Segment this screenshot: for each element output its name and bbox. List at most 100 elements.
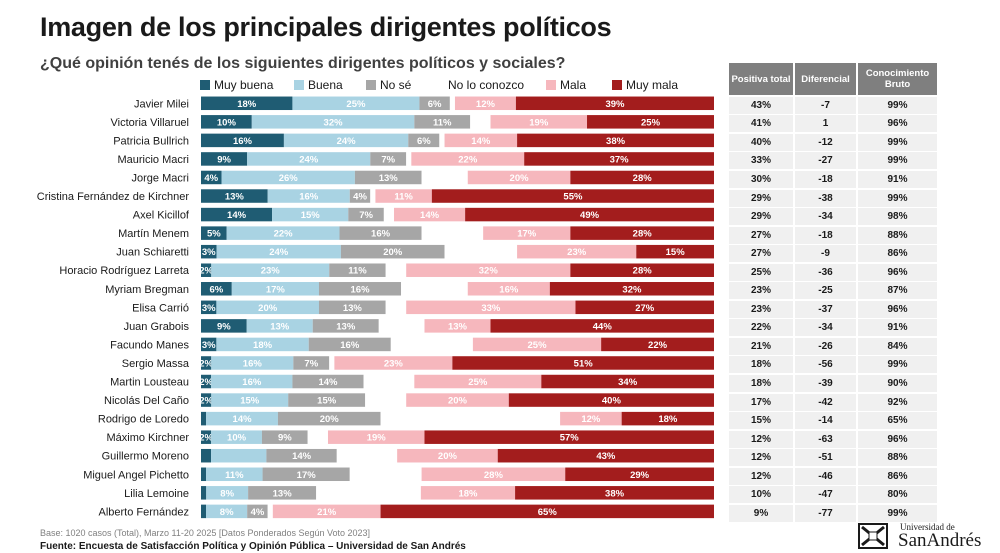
table-cell-diferencial: -25 bbox=[795, 282, 856, 300]
table-cell-diferencial: -26 bbox=[795, 337, 856, 355]
table-cell-diferencial: -9 bbox=[795, 245, 856, 263]
bar-segment-no-lo-conozco bbox=[406, 152, 412, 166]
data-label: 13% bbox=[273, 488, 293, 499]
data-label: 17% bbox=[266, 284, 286, 295]
bar-segment-no-se bbox=[308, 337, 391, 352]
data-label: 17% bbox=[517, 229, 537, 240]
data-label: 15% bbox=[301, 210, 321, 221]
category-label: Jorge Macri bbox=[132, 172, 189, 184]
data-label: 3% bbox=[202, 247, 216, 258]
bar-segment-mala bbox=[517, 244, 637, 259]
data-label: 16% bbox=[299, 192, 319, 203]
bar-segment-muy-buena bbox=[201, 282, 232, 296]
data-label: 7% bbox=[359, 210, 373, 221]
bar-segment-mala bbox=[420, 486, 516, 500]
category-label: Javier Milei bbox=[134, 98, 189, 110]
data-label: 4% bbox=[353, 192, 367, 203]
table-cell-diferencial: -46 bbox=[795, 467, 856, 485]
data-label: 38% bbox=[606, 136, 626, 147]
data-label: 20% bbox=[258, 303, 278, 314]
data-label: 25% bbox=[641, 117, 661, 128]
table-cell-conocimiento-bruto: 84% bbox=[858, 337, 937, 355]
bar-segment-buena bbox=[211, 393, 289, 407]
table-cell-diferencial: -42 bbox=[795, 393, 856, 411]
table-cell-positiva-total: 12% bbox=[729, 430, 793, 448]
bar-segment-no-lo-conozco bbox=[378, 319, 425, 333]
table-cell-diferencial: -27 bbox=[795, 152, 856, 170]
bar-segment-no-lo-conozco bbox=[385, 263, 407, 277]
data-label: 10% bbox=[217, 117, 237, 128]
data-label: 32% bbox=[479, 266, 499, 277]
footer-base-note: Base: 1020 casos (Total), Marzo 11-20 20… bbox=[40, 528, 371, 538]
data-label: 19% bbox=[529, 117, 549, 128]
chart-subtitle: ¿Qué opinión tenés de los siguientes dir… bbox=[40, 55, 566, 72]
bar-segment-muy-buena bbox=[201, 319, 247, 333]
table-cell-positiva-total: 21% bbox=[729, 337, 793, 355]
table-cell-diferencial: -39 bbox=[795, 375, 856, 393]
bar-segment-no-lo-conozco bbox=[401, 282, 468, 296]
bar-segment-no-lo-conozco bbox=[470, 115, 491, 129]
data-label: 28% bbox=[633, 229, 653, 240]
legend-label: Muy mala bbox=[626, 78, 679, 92]
bar-segment-muy-buena bbox=[201, 133, 284, 148]
data-label: 19% bbox=[367, 433, 387, 444]
bar-segment-no-lo-conozco bbox=[267, 504, 273, 519]
bar-segment-no-se bbox=[247, 504, 268, 519]
bar-segment-no-se bbox=[370, 152, 407, 166]
legend-swatch bbox=[200, 80, 210, 90]
bar-segment-muy-buena bbox=[201, 207, 273, 222]
table-cell-conocimiento-bruto: 88% bbox=[858, 226, 937, 244]
table-cell-positiva-total: 15% bbox=[729, 412, 793, 430]
data-label: 24% bbox=[269, 247, 289, 258]
bar-segment-buena bbox=[206, 411, 278, 426]
bar-segment-buena bbox=[216, 300, 319, 315]
bar-segment-no-se bbox=[354, 170, 422, 185]
data-label: 65% bbox=[538, 507, 558, 518]
data-label: 49% bbox=[580, 210, 600, 221]
data-label: 20% bbox=[320, 414, 340, 425]
table-cell-diferencial: -18 bbox=[795, 170, 856, 188]
table-cell-positiva-total: 33% bbox=[729, 152, 793, 170]
bar-segment-buena bbox=[247, 152, 371, 166]
category-label: Juan Schiaretti bbox=[116, 247, 189, 259]
legend-item-no-se: No sé bbox=[366, 78, 411, 92]
bar-segment-no-se bbox=[288, 393, 366, 407]
bar-segment-mala bbox=[454, 96, 516, 111]
table-cell-conocimiento-bruto: 91% bbox=[858, 170, 937, 188]
bar-segment-mala bbox=[483, 226, 571, 240]
data-label: 24% bbox=[299, 154, 319, 165]
bar-segment-muy-buena bbox=[201, 504, 207, 519]
bar-segment-muy-mala bbox=[570, 263, 714, 277]
bar-segment-muy-buena bbox=[201, 170, 222, 185]
table-cell-positiva-total: 18% bbox=[729, 375, 793, 393]
data-label: 20% bbox=[448, 396, 468, 407]
table-cell-conocimiento-bruto: 99% bbox=[858, 96, 937, 114]
bar-segment-muy-buena bbox=[201, 393, 212, 407]
bar-segment-muy-buena bbox=[201, 244, 217, 259]
bar-segment-muy-mala bbox=[565, 467, 714, 482]
bar-segment-muy-mala bbox=[517, 133, 714, 148]
table-cell-diferencial: -56 bbox=[795, 356, 856, 374]
bar-segment-no-se bbox=[266, 448, 337, 463]
bar-segment-buena bbox=[272, 207, 349, 222]
data-label: 8% bbox=[220, 507, 234, 518]
data-label: 25% bbox=[528, 340, 548, 351]
data-label: 20% bbox=[510, 173, 530, 184]
table-cell-positiva-total: 30% bbox=[729, 170, 793, 188]
bar-segment-muy-mala bbox=[490, 319, 714, 333]
bar-segment-no-lo-conozco bbox=[336, 448, 398, 463]
data-label: 11% bbox=[433, 117, 452, 128]
table-cell-positiva-total: 23% bbox=[729, 300, 793, 318]
data-label: 38% bbox=[605, 488, 625, 499]
data-label: 51% bbox=[574, 358, 594, 369]
table-cell-positiva-total: 12% bbox=[729, 449, 793, 467]
data-label: 57% bbox=[560, 433, 580, 444]
bar-segment-buena bbox=[216, 337, 309, 352]
data-label: 11% bbox=[225, 470, 244, 481]
data-label: 13% bbox=[336, 321, 356, 332]
data-label: 13% bbox=[225, 192, 245, 203]
table-cell-diferencial: -14 bbox=[795, 412, 856, 430]
table-cell-positiva-total: 29% bbox=[729, 189, 793, 207]
bar-segment-muy-buena bbox=[201, 448, 212, 463]
bar-segment-muy-buena bbox=[201, 486, 207, 500]
